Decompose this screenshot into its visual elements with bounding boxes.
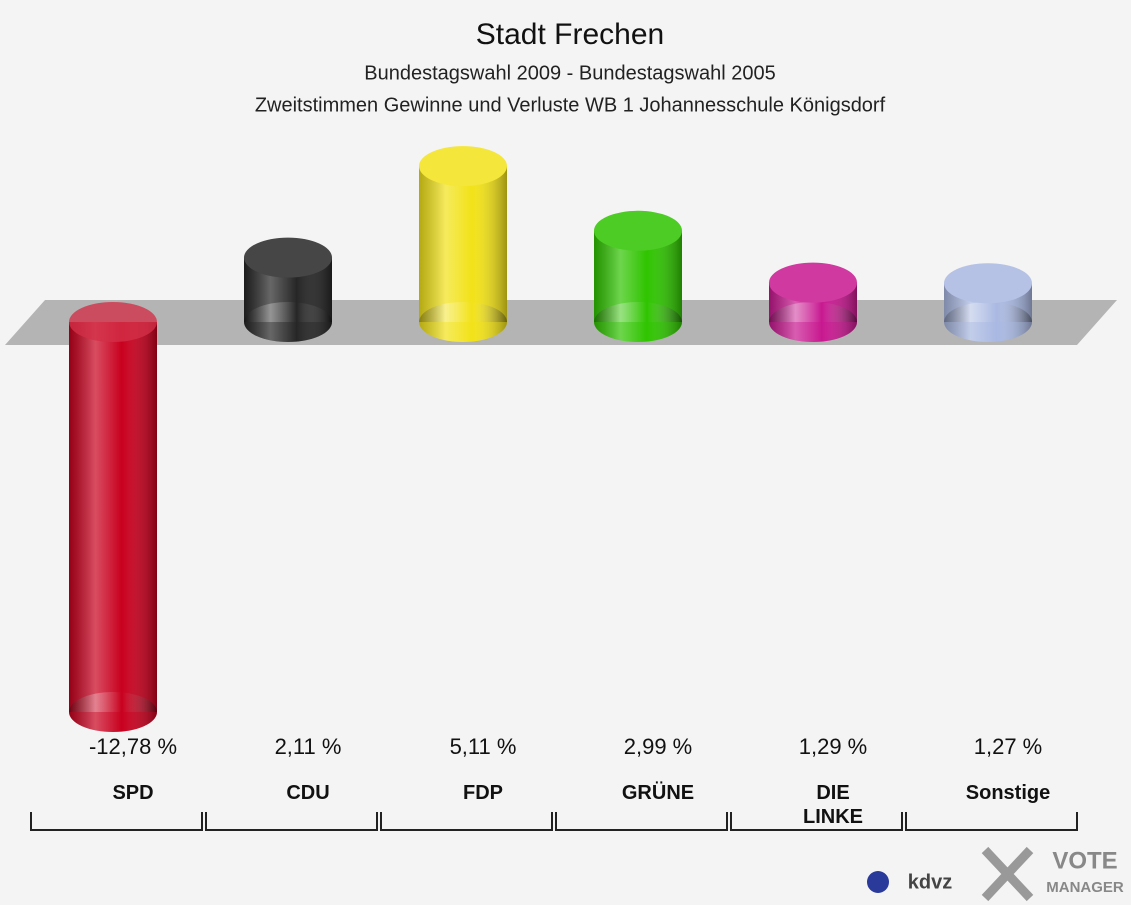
logo: kdvz VOTE MANAGER [867, 846, 1124, 902]
category-label: FDP [463, 782, 503, 804]
category-label: CDU [286, 782, 330, 804]
category-bracket [730, 812, 903, 831]
bar [594, 210, 682, 343]
value-label: 2,11 % [275, 734, 342, 759]
logo-text: kdvz [908, 871, 952, 893]
category-label: DIE LINKE [803, 782, 863, 828]
bar-body-shade [69, 322, 157, 712]
bar [944, 263, 1032, 343]
value-label: 5,11 % [450, 734, 517, 759]
bar-top-light [69, 302, 157, 343]
category-bracket [905, 812, 1078, 831]
bar-top [769, 262, 857, 303]
logo-text: MANAGER [1046, 879, 1124, 896]
bar-top-light [419, 146, 507, 187]
logo-ball [867, 871, 889, 893]
bar-top-light [594, 210, 682, 251]
bar-top [419, 146, 507, 187]
bar-top [594, 210, 682, 251]
bar-top [944, 263, 1032, 304]
bar-top-light [244, 237, 332, 278]
bar [419, 146, 507, 343]
category-bracket [555, 812, 728, 831]
value-label: 2,99 % [624, 734, 693, 759]
bar [769, 262, 857, 343]
bar-top [69, 302, 157, 343]
logo-cross [981, 846, 1034, 902]
bar-top [244, 237, 332, 278]
bar [244, 237, 332, 343]
bar-body-shade [419, 166, 507, 323]
category-label: Sonstige [965, 782, 1051, 804]
category-bracket [30, 812, 203, 831]
chart-title: Stadt Frechen [476, 18, 664, 51]
chart-subtitle: Bundestagswahl 2009 - Bundestagswahl 200… [364, 62, 775, 84]
category-bracket [205, 812, 378, 831]
category-label: SPD [112, 782, 154, 804]
value-label: 1,29 % [799, 734, 868, 759]
bar [69, 302, 157, 732]
chart-subtitle: Zweitstimmen Gewinne und Verluste WB 1 J… [255, 94, 886, 116]
bar-top-light [769, 262, 857, 303]
bar-top-light [944, 263, 1032, 304]
category-bracket [380, 812, 553, 831]
value-label: -12,78 % [89, 734, 177, 759]
value-label: 1,27 % [974, 734, 1043, 759]
logo-text: VOTE [1052, 847, 1117, 874]
category-label: GRÜNE [621, 782, 695, 804]
